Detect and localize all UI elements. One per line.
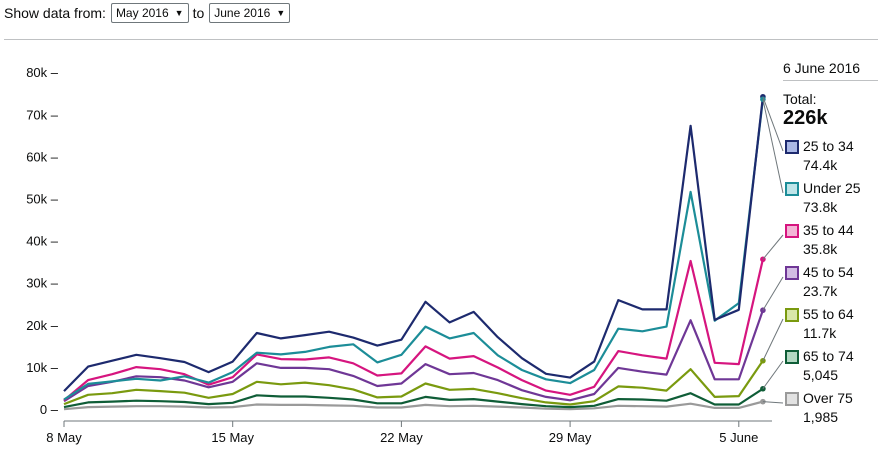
legend-swatch <box>785 392 799 406</box>
series-end-point <box>760 307 766 314</box>
x-tick-label: 15 May <box>211 430 254 445</box>
y-tick-label: 0 – <box>40 402 59 417</box>
legend-series-name: 55 to 64 <box>803 306 854 322</box>
legend-series-name: 65 to 74 <box>803 348 854 364</box>
legend-series-value: 23.7k <box>803 283 838 299</box>
legend-item: 65 to 74 5,045 <box>783 347 878 389</box>
legend-series-name: 35 to 44 <box>803 222 854 238</box>
y-tick-label: 50k – <box>26 192 59 207</box>
series-line-65-to-74 <box>63 387 764 409</box>
y-tick-label: 10k – <box>26 360 59 375</box>
y-tick-label: 70k – <box>26 107 59 122</box>
legend-series-name: 45 to 54 <box>803 264 854 280</box>
series-line-25-to-34 <box>63 96 764 392</box>
to-month-value: June 2016 <box>214 6 271 20</box>
chevron-down-icon: ▼ <box>276 8 286 18</box>
legend-connector <box>762 96 784 152</box>
chevron-down-icon: ▼ <box>174 8 184 18</box>
x-tick-label: 5 June <box>719 430 758 445</box>
legend-item: Over 75 1,985 <box>783 389 878 431</box>
legend-connector <box>762 276 784 311</box>
show-data-from-label: Show data from: <box>4 5 106 21</box>
legend-total-label: Total: <box>783 91 817 107</box>
to-label: to <box>192 5 205 21</box>
legend-swatch <box>785 182 799 196</box>
legend-series-name: Over 75 <box>803 390 853 406</box>
legend-series-value: 74.4k <box>803 157 838 173</box>
legend-swatch <box>785 140 799 154</box>
y-tick-label: 60k – <box>26 149 59 164</box>
date-range-controls: Show data from: May 2016 ▼ to June 2016 … <box>4 2 294 24</box>
series-line-55-to-64 <box>63 360 764 406</box>
legend-swatch <box>785 266 799 280</box>
series-line-35-to-44 <box>63 259 764 402</box>
y-tick-label: 20k – <box>26 318 59 333</box>
legend-connector <box>762 318 784 361</box>
legend-item: 35 to 44 35.8k <box>783 221 878 263</box>
chart-legend: 6 June 2016 Total: 226k 25 to 34 74.4k Und… <box>783 60 878 431</box>
from-month-value: May 2016 <box>115 6 169 20</box>
legend-swatch <box>785 308 799 322</box>
series-line-45-to-54 <box>63 309 764 403</box>
divider <box>4 39 878 40</box>
legend-item: 45 to 54 23.7k <box>783 263 878 305</box>
legend-item: 55 to 64 11.7k <box>783 305 878 347</box>
legend-connector <box>762 401 784 404</box>
y-tick-label: 80k – <box>26 65 59 80</box>
legend-connector <box>762 360 784 390</box>
from-month-select[interactable]: May 2016 ▼ <box>110 3 189 23</box>
x-tick-label: 29 May <box>549 430 592 445</box>
legend-connector <box>762 99 784 194</box>
legend-series-name: Under 25 <box>803 180 861 196</box>
legend-connector <box>762 234 784 260</box>
series-line-under-25 <box>63 99 764 401</box>
legend-date: 6 June 2016 <box>783 60 878 81</box>
y-tick-label: 30k – <box>26 276 59 291</box>
x-tick-label: 22 May <box>380 430 423 445</box>
series-line-over-75 <box>63 400 764 411</box>
legend-total-value: 226k <box>783 107 828 129</box>
legend-series-value: 73.8k <box>803 199 838 215</box>
series-end-point <box>760 357 766 364</box>
legend-swatch <box>785 350 799 364</box>
legend-series-name: 25 to 34 <box>803 138 854 154</box>
legend-series-value: 1,985 <box>803 409 839 425</box>
x-tick-label: 8 May <box>46 430 82 445</box>
legend-series-value: 11.7k <box>803 325 837 341</box>
legend-item: 25 to 34 74.4k <box>783 137 878 179</box>
legend-series-value: 5,045 <box>803 367 839 383</box>
legend-swatch <box>785 224 799 238</box>
y-tick-label: 40k – <box>26 234 59 249</box>
legend-item: Under 25 73.8k <box>783 179 878 221</box>
legend-series-value: 35.8k <box>803 241 838 257</box>
to-month-select[interactable]: June 2016 ▼ <box>209 3 291 23</box>
